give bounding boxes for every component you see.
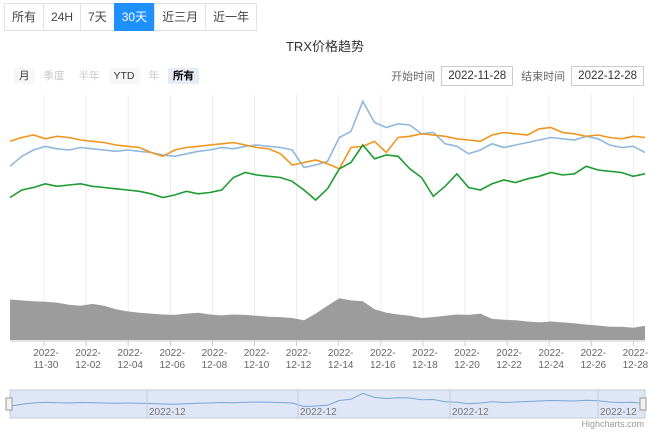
period-tabs: 所有 24H 7天 30天 近三月 近一年 xyxy=(0,3,258,31)
x-tick-label-year: 2022- xyxy=(581,348,607,359)
x-tick-label-date: 12-12 xyxy=(286,360,312,371)
tab-0[interactable]: 所有 xyxy=(4,3,45,31)
navigator-label: 2022-12 xyxy=(300,407,337,418)
series-line-blue xyxy=(9,99,646,169)
x-tick-label-date: 12-22 xyxy=(496,360,522,371)
chart-title: TRX价格趋势 xyxy=(285,39,364,54)
range-selector: 月季度 半年 YTD 年所有 xyxy=(14,68,199,84)
end-date-label: 结束时间 xyxy=(521,71,566,83)
x-tick-label-date: 12-08 xyxy=(202,360,228,371)
x-tick-label-date: 11-30 xyxy=(34,360,59,371)
x-tick-label-date: 12-24 xyxy=(538,360,564,371)
tab-5[interactable]: 近一年 xyxy=(205,3,258,31)
x-tick-label-date: 12-26 xyxy=(581,360,607,371)
x-tick-label-year: 2022- xyxy=(117,348,143,359)
navigator-label: 2022-12 xyxy=(600,407,637,418)
x-tick-label-date: 12-10 xyxy=(244,360,270,371)
x-tick-label-year: 2022- xyxy=(538,348,564,359)
x-tick-label-year: 2022- xyxy=(244,348,270,359)
x-tick-label-year: 2022- xyxy=(328,348,354,359)
range-button-1[interactable]: 季度 xyxy=(43,70,65,82)
x-tick-label-date: 12-18 xyxy=(412,360,438,371)
volume-area xyxy=(10,298,645,340)
tab-1[interactable]: 24H xyxy=(43,3,82,31)
series-line-green xyxy=(9,143,646,202)
x-tick-label-date: 12-06 xyxy=(160,360,186,371)
start-date-label: 开始时间 xyxy=(391,71,436,83)
end-date-input[interactable]: 2022-12-28 xyxy=(571,66,644,86)
x-tick-label-year: 2022- xyxy=(33,348,59,359)
navigator-handle-left xyxy=(5,397,13,411)
tab-4[interactable]: 近三月 xyxy=(154,3,207,31)
x-tick-label-year: 2022- xyxy=(160,348,186,359)
range-button-5[interactable]: 所有 xyxy=(168,68,199,84)
navigator-label: 2022-12 xyxy=(149,407,186,418)
x-tick-label-year: 2022- xyxy=(202,348,228,359)
x-tick-label-date: 12-16 xyxy=(370,360,396,371)
navigator-series xyxy=(9,392,646,408)
x-tick-label-year: 2022- xyxy=(412,348,438,359)
series-line-orange xyxy=(9,126,646,170)
x-tick-label-year: 2022- xyxy=(623,348,649,359)
navigator-label: 2022-12 xyxy=(452,407,489,418)
date-range-inputs: 开始时间 2022-11-28 结束时间 2022-12-28 xyxy=(391,66,644,86)
x-tick-label-date: 12-02 xyxy=(75,360,101,371)
range-button-3[interactable]: YTD xyxy=(108,68,140,84)
range-button-2[interactable]: 半年 xyxy=(78,70,100,82)
x-tick-label-date: 12-04 xyxy=(117,360,143,371)
highcharts-credit[interactable]: Highcharts.com xyxy=(581,419,644,429)
x-tick-label-date: 12-20 xyxy=(454,360,480,371)
navigator-handle-right xyxy=(639,397,647,411)
start-date-input[interactable]: 2022-11-28 xyxy=(441,66,514,86)
x-tick-label-year: 2022- xyxy=(496,348,522,359)
x-tick-label-date: 12-14 xyxy=(328,360,354,371)
x-tick-label-year: 2022- xyxy=(75,348,101,359)
x-tick-label-year: 2022- xyxy=(454,348,480,359)
x-tick-label-year: 2022- xyxy=(286,348,312,359)
range-button-4[interactable]: 年 xyxy=(148,70,160,82)
tab-2[interactable]: 7天 xyxy=(80,3,115,31)
x-tick-label-date: 12-28 xyxy=(623,360,649,371)
x-tick-label-year: 2022- xyxy=(370,348,396,359)
range-button-0[interactable]: 月 xyxy=(14,68,35,84)
